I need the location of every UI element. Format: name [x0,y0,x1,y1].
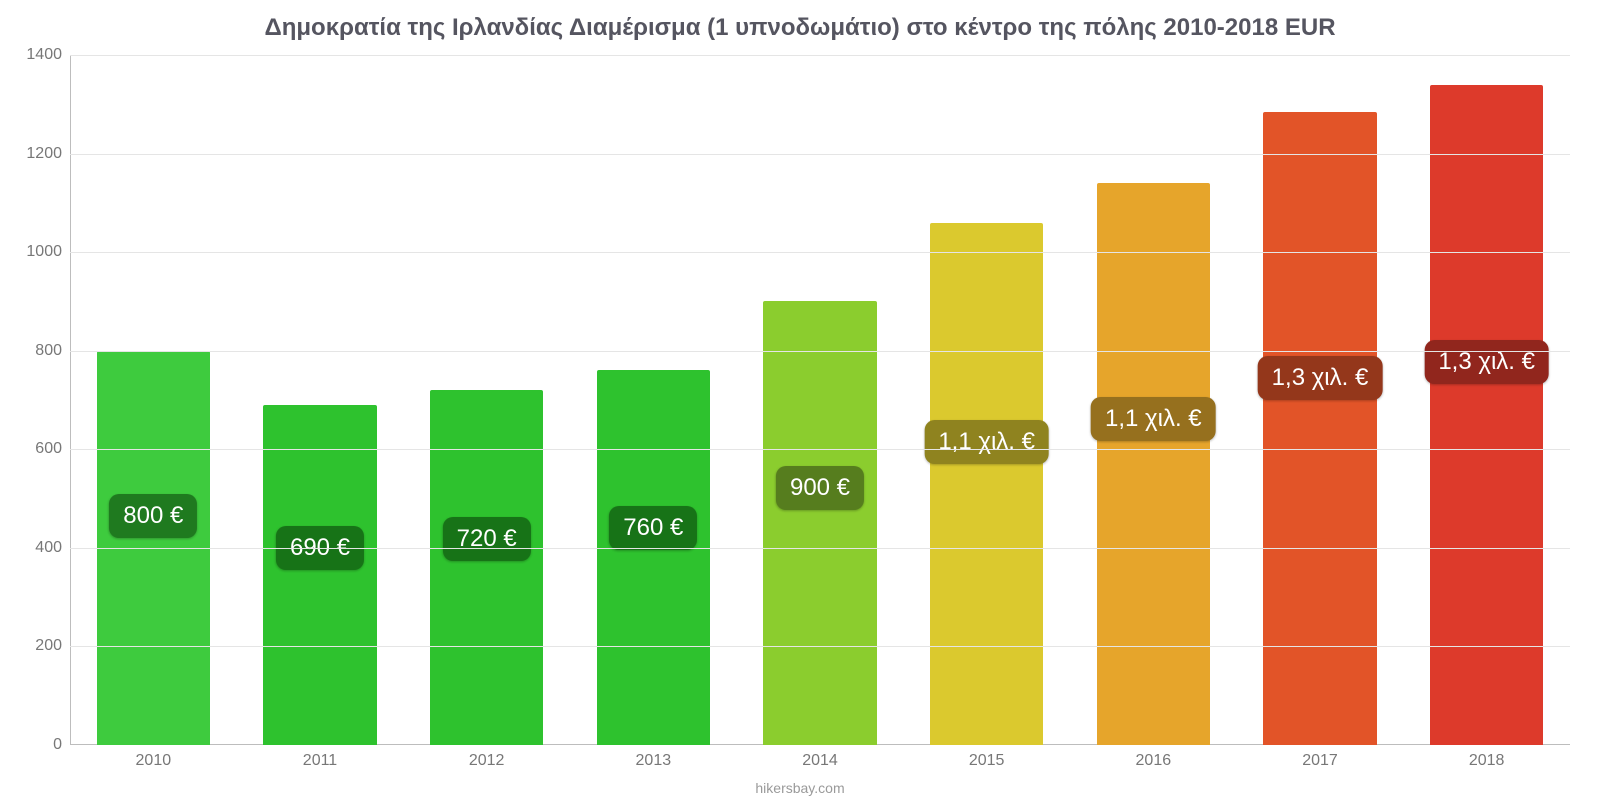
y-tick-label: 400 [12,539,62,557]
grid-line [70,449,1570,450]
x-tick-label: 2016 [1136,752,1172,770]
y-tick-label: 800 [12,342,62,360]
x-tick-label: 2010 [136,752,172,770]
value-badge: 720 € [443,517,531,561]
bar [430,390,543,745]
x-tick-label: 2014 [802,752,838,770]
grid-line [70,548,1570,549]
bars-group: 800 €690 €720 €760 €900 €1,1 χιλ. €1,1 χ… [70,55,1570,745]
value-badge: 1,3 χιλ. € [1258,356,1383,400]
chart-title: Δημοκρατία της Ιρλανδίας Διαμέρισμα (1 υ… [0,0,1600,50]
x-tick-label: 2013 [636,752,672,770]
x-tick-label: 2011 [303,752,337,770]
value-badge: 1,1 χιλ. € [924,420,1049,464]
grid-line [70,252,1570,253]
y-tick-label: 200 [12,637,62,655]
bar [763,301,876,745]
value-badge: 1,3 χιλ. € [1424,340,1549,384]
bar [597,370,710,745]
grid-line [70,351,1570,352]
y-tick-label: 1200 [12,145,62,163]
x-tick-label: 2015 [969,752,1005,770]
x-tick-label: 2018 [1469,752,1505,770]
bar [1097,183,1210,745]
y-tick-label: 1400 [12,46,62,64]
value-badge: 1,1 χιλ. € [1091,397,1216,441]
bar [1263,112,1376,745]
bar [930,223,1043,745]
chart-container: Δημοκρατία της Ιρλανδίας Διαμέρισμα (1 υ… [0,0,1600,800]
y-tick-label: 600 [12,440,62,458]
x-tick-label: 2012 [469,752,505,770]
footer-credit: hikersbay.com [0,780,1600,796]
plot-area: 800 €690 €720 €760 €900 €1,1 χιλ. €1,1 χ… [70,55,1570,745]
x-tick-label: 2017 [1302,752,1338,770]
value-badge: 800 € [109,494,197,538]
grid-line [70,646,1570,647]
value-badge: 900 € [776,466,864,510]
grid-line [70,154,1570,155]
y-tick-label: 1000 [12,243,62,261]
bar [263,405,376,745]
value-badge: 760 € [609,506,697,550]
grid-line [70,55,1570,56]
y-tick-label: 0 [12,736,62,754]
